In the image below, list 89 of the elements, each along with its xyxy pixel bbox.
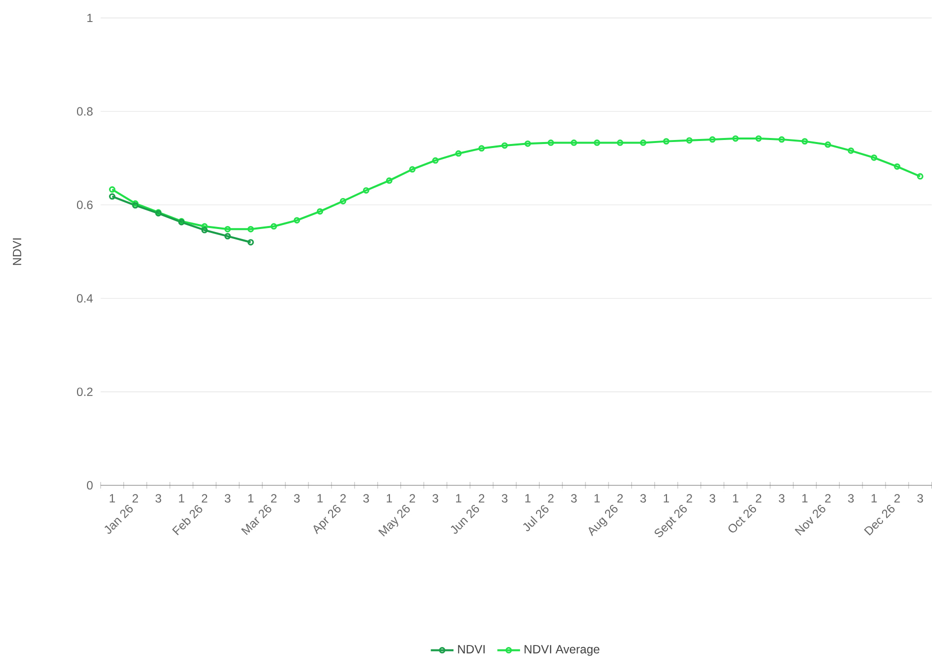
x-tick-label: 3 [848, 494, 854, 503]
point [362, 187, 370, 194]
x-tick-label: 2 [132, 494, 138, 503]
point [640, 140, 646, 146]
x-tick-label: 1 [594, 494, 600, 503]
text: Jun 26 [450, 505, 480, 534]
x-tick-label: 1 [386, 494, 392, 503]
y-tick-label: 0.4 [76, 294, 93, 303]
x-tick-label: 2 [617, 494, 623, 503]
x-tick-label: 2 [825, 494, 831, 503]
text: Aug 26 [588, 505, 618, 536]
point [224, 226, 231, 233]
x-tick-label: 1 [456, 494, 462, 503]
y-tick-label: 1 [87, 14, 93, 22]
y-tick-label: 0.2 [76, 388, 93, 396]
text: Nov 26 [794, 505, 826, 536]
x-tick-label: 3 [710, 494, 716, 503]
point [409, 166, 416, 173]
point [270, 223, 277, 230]
x-tick-label: 3 [363, 494, 369, 503]
x-tick-label: 3 [432, 494, 438, 503]
text: Jul 26 [523, 505, 548, 532]
point [386, 178, 392, 184]
x-tick-label: 1 [318, 494, 323, 503]
x-tick-label: 3 [156, 494, 162, 503]
text: May 26 [378, 505, 410, 537]
point [732, 135, 739, 142]
point [524, 140, 531, 148]
y-tick-label: 0.8 [76, 107, 93, 116]
x-tick-label: 3 [294, 494, 300, 503]
x-tick-label: 3 [640, 494, 646, 503]
point [663, 138, 670, 145]
point [824, 142, 832, 148]
x-tick-label: 2 [548, 494, 554, 503]
point [224, 233, 231, 240]
point [894, 164, 900, 170]
point [248, 226, 254, 233]
y-axis-title: NDVI [12, 238, 22, 266]
point [201, 223, 208, 230]
point [478, 145, 485, 152]
x-tick-label: 1 [179, 494, 184, 503]
x-tick-label: 1 [872, 494, 877, 503]
text: Oct 26 [728, 505, 756, 533]
point [755, 135, 762, 142]
x-tick-label: 1 [733, 494, 738, 503]
x-tick-label: 2 [894, 494, 900, 503]
x-tick-label: 3 [917, 494, 923, 503]
x-tick-label: 2 [271, 494, 277, 503]
point [316, 208, 324, 215]
text: Feb 26 [172, 505, 202, 536]
point [501, 142, 508, 149]
x-tick-label: 1 [248, 494, 254, 503]
point [432, 157, 439, 164]
point [802, 138, 808, 145]
text: Apr 26 [314, 505, 341, 534]
point [778, 136, 785, 143]
x-tick-label: 2 [202, 494, 208, 503]
x-tick-label: 3 [778, 494, 784, 503]
legend-label: NDVI [458, 645, 485, 654]
x-tick-label: 2 [410, 494, 416, 503]
point [294, 217, 300, 224]
point [201, 227, 208, 234]
point [594, 140, 600, 146]
point [455, 150, 462, 157]
point [616, 140, 624, 146]
text: Jan 26 [104, 505, 133, 534]
x-tick-label: 2 [686, 494, 692, 503]
x-tick-label: 1 [525, 494, 530, 503]
text: Dec 26 [864, 505, 895, 536]
y-tick-label: 0 [86, 481, 93, 490]
point [870, 154, 878, 162]
point [340, 198, 346, 204]
x-tick-label: 3 [571, 494, 577, 503]
point [686, 137, 693, 144]
x-tick-label: 2 [478, 494, 484, 503]
x-tick-label: 2 [756, 494, 762, 503]
x-tick-label: 1 [664, 494, 669, 503]
y-tick-label: 0.6 [76, 200, 93, 210]
text: Mar 26 [241, 505, 272, 536]
point [709, 136, 716, 143]
x-tick-label: 2 [340, 494, 346, 503]
x-tick-label: 3 [502, 494, 508, 503]
point [848, 148, 854, 154]
legend-label: NDVI Average [524, 645, 600, 656]
x-tick-label: 3 [224, 494, 230, 503]
x-tick-label: 1 [110, 494, 115, 503]
point [570, 140, 578, 146]
x-tick-label: 1 [802, 494, 808, 503]
point [548, 140, 554, 146]
